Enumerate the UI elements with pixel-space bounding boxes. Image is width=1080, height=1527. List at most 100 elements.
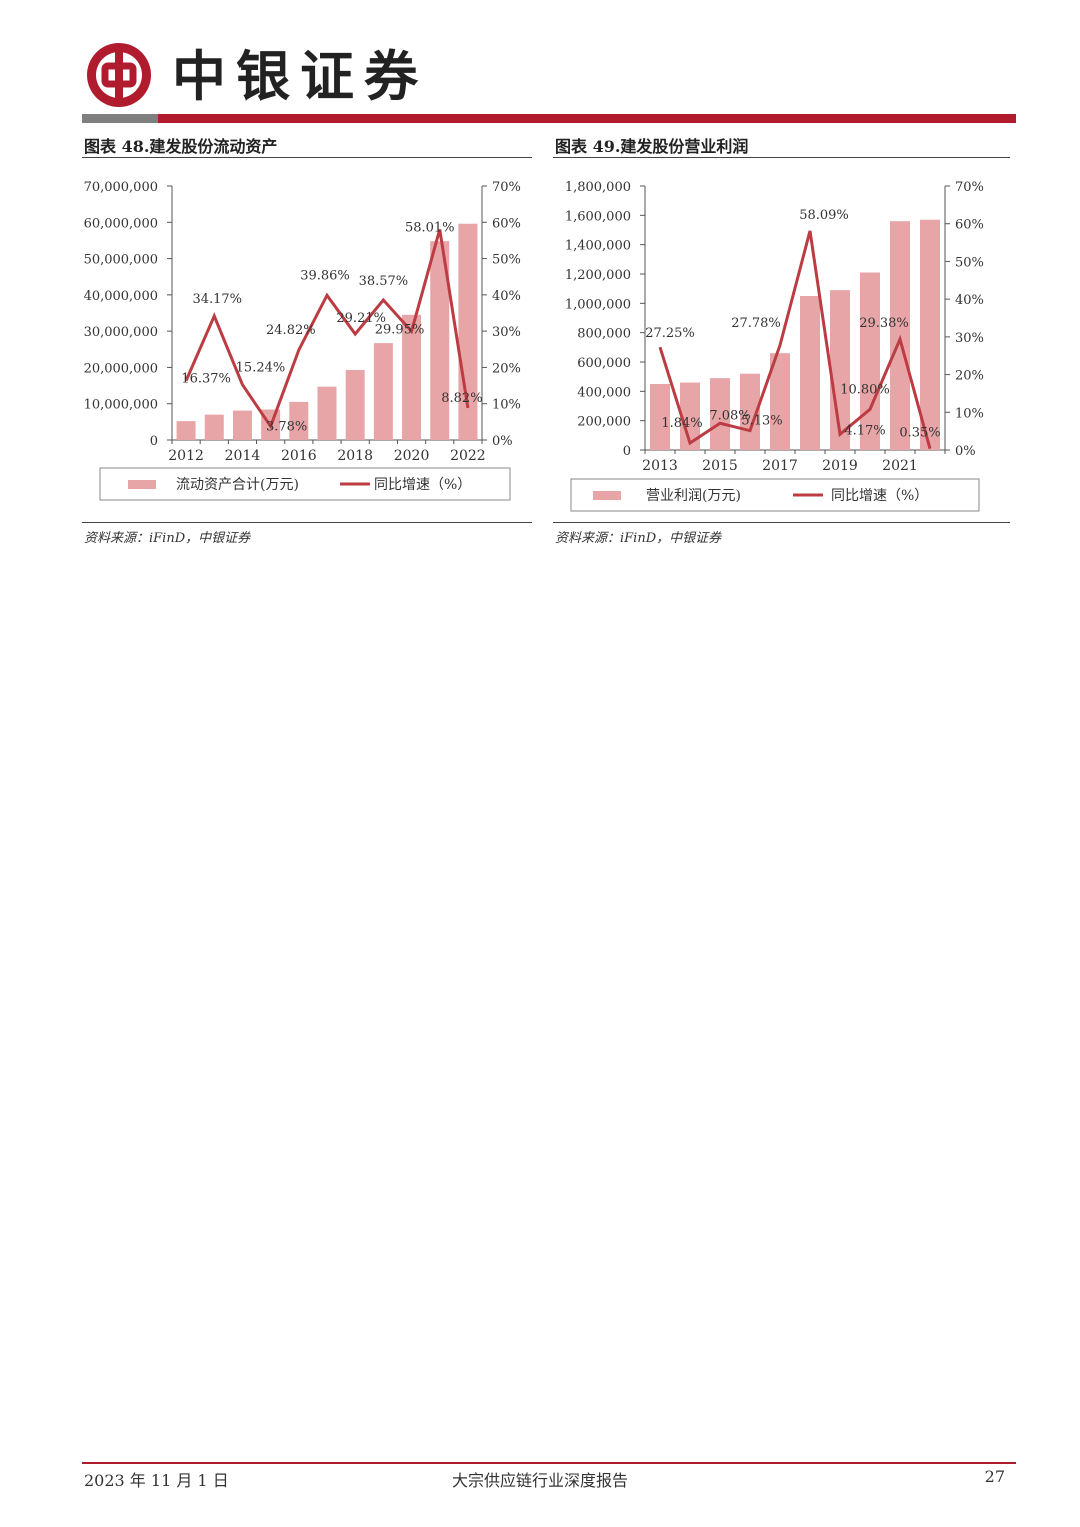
data-label: 58.09%	[799, 208, 849, 223]
left-axis-tick-label: 60,000,000	[84, 216, 158, 231]
data-label: 24.82%	[266, 323, 316, 338]
figure-49-source: 资料来源：iFinD，中银证券	[555, 531, 722, 546]
left-axis-tick-label: 1,400,000	[565, 239, 631, 254]
right-axis-tick-label: 50%	[955, 255, 984, 270]
bar	[920, 219, 940, 450]
data-label: 7.08%	[709, 408, 750, 423]
right-axis-tick-label: 40%	[492, 289, 521, 304]
figure-48-chart: 0 10,000,000 20,000,000 30,000,000 40,000,00…	[84, 180, 521, 501]
figure-48-source: 资料来源：iFinD，中银证券	[84, 531, 251, 546]
figure-49-chart: 0 200,000 400,000 600,000 800,000 1,000,000 1,…	[565, 180, 984, 512]
bar	[860, 272, 880, 450]
x-axis-tick-label: 2018	[337, 448, 373, 464]
bar	[345, 369, 365, 440]
x-axis-tick-label: 2020	[394, 448, 430, 464]
x-axis-tick-label: 2019	[822, 458, 858, 474]
right-axis-tick-label: 10%	[955, 406, 984, 421]
x-axis-tick-label: 2014	[225, 448, 261, 464]
brand-name: 中银证券	[172, 44, 428, 108]
right-axis-tick-label: 0%	[955, 444, 976, 459]
growth-line	[658, 230, 932, 450]
bar	[680, 382, 700, 450]
x-axis-tick-label: 2017	[762, 458, 798, 474]
data-label: 5.13%	[741, 414, 782, 429]
bar	[402, 314, 422, 440]
right-axis-tick-label: 70%	[492, 180, 521, 195]
bar	[650, 384, 670, 450]
bar	[317, 386, 337, 440]
x-axis-tick-label: 2013	[642, 458, 678, 474]
report-date: 2023 年 11 月 1 日	[84, 1471, 229, 1490]
figure-49-top-rule	[553, 157, 1010, 158]
bar	[289, 401, 309, 440]
right-axis-tick-label: 40%	[955, 293, 984, 308]
legend-swatch-bar	[593, 491, 621, 500]
growth-line	[184, 229, 470, 430]
right-axis-tick-label: 0%	[492, 434, 513, 449]
figure-49-bottom-rule	[553, 522, 1010, 523]
left-axis-tick-label: 40,000,000	[84, 289, 158, 304]
data-label: 4.17%	[844, 423, 885, 438]
bar	[176, 421, 196, 440]
legend-label-line: 同比增速（%）	[831, 488, 928, 504]
data-label: 29.21%	[336, 311, 386, 326]
bar	[232, 410, 252, 440]
right-axis-tick-label: 20%	[955, 369, 984, 384]
footer-rule	[82, 1462, 1016, 1464]
right-axis-tick-label: 30%	[955, 331, 984, 346]
data-label: 58.01%	[405, 221, 455, 236]
header-bar-grey	[82, 114, 158, 123]
legend-label-bar: 营业利润(万元)	[646, 488, 741, 504]
report-title: 大宗供应链行业深度报告	[451, 1471, 628, 1490]
left-axis-tick-label: 600,000	[577, 356, 631, 371]
x-axis-tick-label: 2022	[450, 448, 486, 464]
data-label: 29.95%	[375, 322, 425, 337]
bar	[710, 378, 730, 450]
legend-box	[570, 478, 980, 512]
figure-48-top-rule	[82, 157, 532, 158]
right-axis-tick-label: 70%	[955, 180, 984, 195]
left-axis-tick-label: 0	[623, 444, 631, 459]
page-number: 27	[984, 1467, 1005, 1486]
x-axis-tick-label: 2012	[168, 448, 204, 464]
legend-label-bar: 流动资产合计(万元)	[176, 477, 299, 493]
bar	[373, 343, 393, 440]
data-label: 0.35%	[899, 426, 940, 441]
left-axis-tick-label: 1,000,000	[565, 297, 631, 312]
left-axis-tick-label: 20,000,000	[84, 361, 158, 376]
right-axis-tick-label: 60%	[955, 218, 984, 233]
bank-of-china-logo-icon	[87, 43, 151, 107]
legend-box	[99, 467, 511, 501]
data-label: 27.25%	[645, 326, 695, 341]
figure-48-bottom-rule	[82, 522, 532, 523]
right-axis-tick-label: 10%	[492, 398, 521, 413]
left-axis-tick-label: 50,000,000	[84, 253, 158, 268]
right-axis-tick-label: 30%	[492, 325, 521, 340]
right-axis-tick-label: 20%	[492, 361, 521, 376]
data-label: 29.38%	[859, 316, 909, 331]
left-axis-tick-label: 1,600,000	[565, 209, 631, 224]
bar	[770, 353, 790, 450]
bar	[430, 241, 450, 440]
data-label: 16.37%	[181, 372, 231, 387]
left-axis-tick-label: 10,000,000	[84, 398, 158, 413]
right-axis-tick-label: 50%	[492, 253, 521, 268]
data-label: 3.78%	[266, 419, 307, 434]
left-axis-tick-label: 800,000	[577, 327, 631, 342]
left-axis-tick-label: 1,800,000	[565, 180, 631, 195]
x-axis-tick-label: 2016	[281, 448, 317, 464]
left-axis-tick-label: 30,000,000	[84, 325, 158, 340]
data-label: 10.80%	[840, 382, 890, 397]
figure-49-title: 图表 49.建发股份营业利润	[555, 137, 749, 156]
data-label: 1.84%	[661, 416, 702, 431]
bar	[800, 296, 820, 450]
left-axis-tick-label: 1,200,000	[565, 268, 631, 283]
x-axis-tick-label: 2015	[702, 458, 738, 474]
header-bar-red	[158, 114, 1016, 123]
figure-48-title: 图表 48.建发股份流动资产	[84, 137, 278, 156]
bar	[204, 414, 224, 440]
legend-label-line: 同比增速（%）	[374, 477, 471, 493]
left-axis-tick-label: 200,000	[577, 415, 631, 430]
data-label: 34.17%	[192, 292, 242, 307]
left-axis-tick-label: 70,000,000	[84, 180, 158, 195]
